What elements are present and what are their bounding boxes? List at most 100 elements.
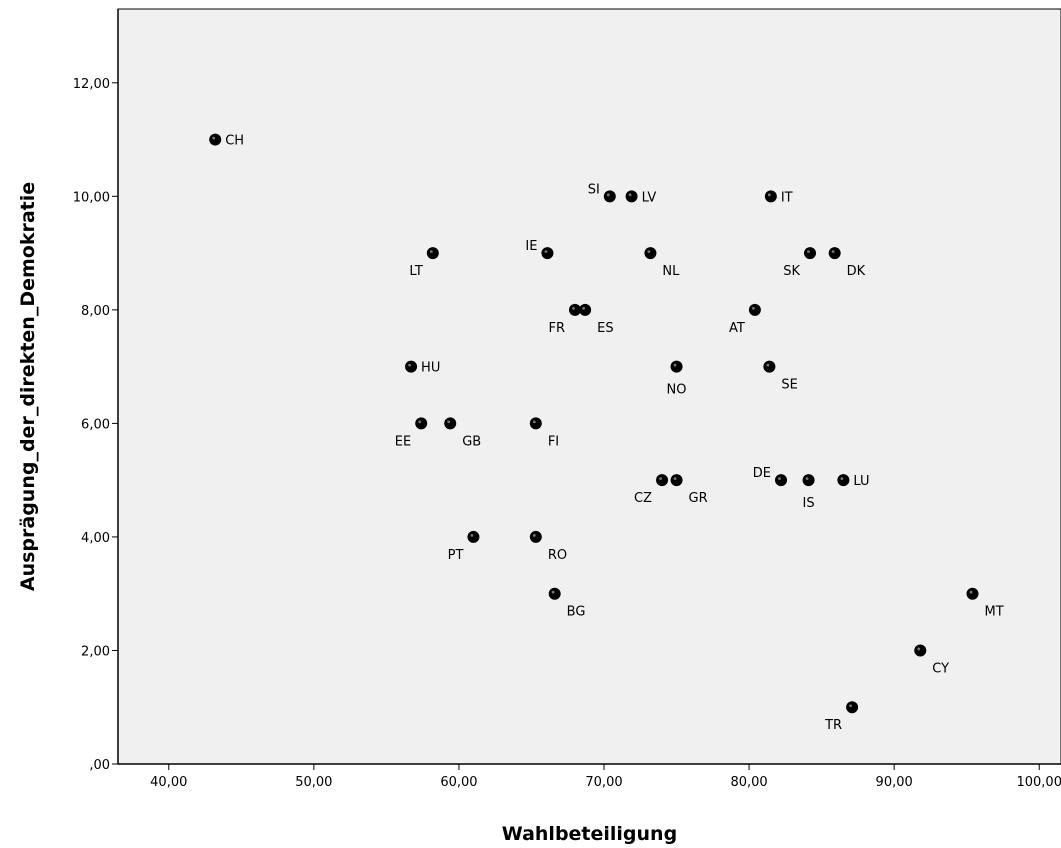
point-label-ro: RO xyxy=(548,548,567,563)
data-point-highlight xyxy=(766,363,770,367)
data-point-ro xyxy=(529,530,542,543)
data-point-gr xyxy=(670,474,683,487)
data-point-highlight xyxy=(532,420,536,424)
axes: 40,00 50,00 60,00 70,00 80,00 90,00 100,00 ,00 2… xyxy=(73,9,1061,790)
x-axis-title: Wahlbeteiligung xyxy=(502,823,677,845)
point-label-cz: CZ xyxy=(634,491,652,506)
data-point-ie xyxy=(541,247,554,260)
point-label-cy: CY xyxy=(932,661,949,676)
point-label-ie: IE xyxy=(525,239,537,254)
data-point-ee xyxy=(415,417,428,430)
point-label-ee: EE xyxy=(395,434,411,449)
data-point-si xyxy=(603,190,616,203)
data-point-is xyxy=(802,474,815,487)
y-tick-label: ,00 xyxy=(89,758,110,773)
data-point-highlight xyxy=(840,477,844,481)
point-label-gr: GR xyxy=(689,491,708,506)
data-point-highlight xyxy=(807,250,810,253)
x-tick-label: 80,00 xyxy=(730,775,767,790)
data-points: CH SI LV IT LT IE NL SK DK FR ES AT HU NO SE EE GB FI CZ GR… xyxy=(209,133,1004,733)
data-point-highlight xyxy=(767,193,771,197)
data-point-lv xyxy=(625,190,638,203)
data-point-highlight xyxy=(969,590,973,594)
data-point-highlight xyxy=(429,250,433,253)
data-point-de xyxy=(775,474,788,487)
point-label-at: AT xyxy=(729,321,745,336)
y-tick-label: 8,00 xyxy=(81,304,110,319)
data-point-at xyxy=(748,303,761,316)
x-tick-label: 90,00 xyxy=(876,775,913,790)
data-point-highlight xyxy=(647,250,651,253)
point-label-nl: NL xyxy=(662,264,680,279)
point-label-fi: FI xyxy=(548,434,559,449)
y-tick-label: 10,00 xyxy=(73,190,110,205)
data-point-ch xyxy=(209,133,222,146)
data-point-highlight xyxy=(751,306,755,310)
data-point-highlight xyxy=(532,534,536,537)
data-point-highlight xyxy=(544,250,548,253)
data-point-nl xyxy=(644,247,657,260)
y-tick-label: 2,00 xyxy=(81,644,110,659)
data-point-mt xyxy=(966,587,979,600)
x-tick-label: 70,00 xyxy=(585,775,622,790)
y-axis-title: Ausprägung_der_direkten_Demokratie xyxy=(17,182,39,591)
data-point-highlight xyxy=(831,250,835,253)
data-point-highlight xyxy=(212,136,216,140)
point-label-se: SE xyxy=(781,378,797,393)
data-point-highlight xyxy=(673,363,677,367)
data-point-pt xyxy=(467,530,480,543)
data-point-lt xyxy=(426,247,439,260)
point-label-sk: SK xyxy=(783,264,800,279)
y-tick-label: 12,00 xyxy=(73,77,110,92)
point-label-gb: GB xyxy=(462,434,481,449)
data-point-highlight xyxy=(849,704,852,708)
data-point-highlight xyxy=(572,306,575,310)
data-point-highlight xyxy=(582,306,586,310)
x-tick-label: 100,00 xyxy=(1016,775,1061,790)
point-label-lu: LU xyxy=(853,474,869,489)
point-label-lt: LT xyxy=(409,264,422,279)
data-point-lu xyxy=(837,474,850,487)
data-point-highlight xyxy=(606,193,610,197)
point-label-es: ES xyxy=(597,321,613,336)
point-label-de: DE xyxy=(753,466,771,481)
data-point-highlight xyxy=(418,420,422,424)
data-point-tr xyxy=(846,701,859,714)
data-point-highlight xyxy=(408,363,411,367)
point-label-ch: CH xyxy=(225,134,244,149)
point-label-is: IS xyxy=(803,496,815,511)
data-point-fr xyxy=(568,303,581,316)
data-point-cy xyxy=(914,644,927,657)
point-label-no: NO xyxy=(667,383,687,398)
x-tick-label: 60,00 xyxy=(440,775,477,790)
data-point-highlight xyxy=(659,477,662,481)
data-point-highlight xyxy=(778,477,781,481)
y-tick-label: 6,00 xyxy=(81,417,110,432)
data-point-fi xyxy=(529,417,542,430)
point-label-it: IT xyxy=(781,190,793,205)
data-point-highlight xyxy=(628,193,632,197)
x-tick-label: 50,00 xyxy=(295,775,332,790)
point-label-hu: HU xyxy=(421,361,440,376)
point-label-lv: LV xyxy=(642,190,657,205)
point-label-fr: FR xyxy=(548,321,565,336)
data-point-es xyxy=(579,303,592,316)
point-label-pt: PT xyxy=(448,548,464,563)
y-tick-label: 4,00 xyxy=(81,531,110,546)
data-point-se xyxy=(763,360,776,373)
data-point-no xyxy=(670,360,683,373)
data-point-sk xyxy=(804,247,817,260)
data-point-highlight xyxy=(805,477,809,481)
data-point-gb xyxy=(444,417,457,430)
data-point-highlight xyxy=(917,647,921,651)
point-label-si: SI xyxy=(588,182,600,197)
data-point-highlight xyxy=(447,420,451,424)
x-tick-label: 40,00 xyxy=(150,775,187,790)
point-label-bg: BG xyxy=(567,605,586,620)
data-point-highlight xyxy=(470,534,474,537)
data-point-cz xyxy=(656,474,669,487)
data-point-it xyxy=(764,190,777,203)
data-point-highlight xyxy=(673,477,677,481)
